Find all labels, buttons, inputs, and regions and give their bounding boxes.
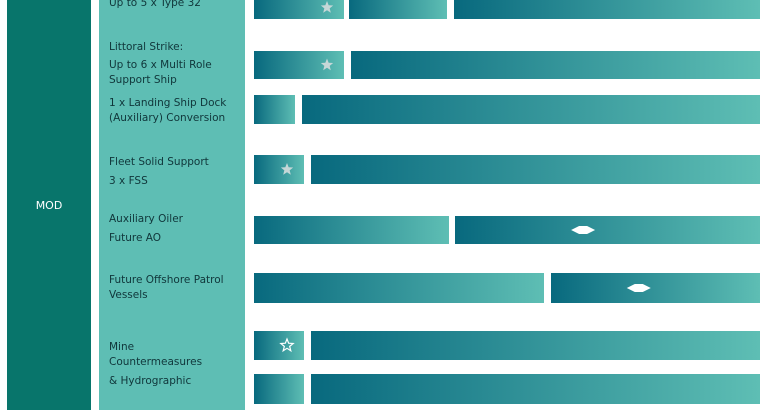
timeline-bar [349,0,447,19]
programme-label-line: Fleet Solid Support [109,156,209,168]
star-marker-icon [280,163,294,175]
star-outline-marker-icon [279,337,295,353]
programme-label: Up to 5 x Type 32 [109,0,201,11]
star-marker-icon [320,58,334,71]
timeline-bar [254,331,304,360]
programme-label: Future Offshore Patrol Vessels [109,273,224,303]
programme-label-line: Vessels [109,289,148,301]
programme-label-line: Up to 6 x Multi Role [109,59,212,71]
group-column-mod: MOD [7,0,91,410]
star-marker-icon [320,1,334,13]
programme-label-line: Future AO [109,232,162,244]
programme-label: Fleet Solid Support 3 x FSS [109,155,209,189]
programme-label-line: Up to 5 x Type 32 [109,0,201,9]
programme-label-line: & Hydrographic [109,375,192,387]
programme-label: Auxiliary Oiler Future AO [109,212,183,246]
programme-label-column: Up to 5 x Type 32 Littoral Strike: Up to 6… [99,0,245,410]
timeline-bar [551,273,760,303]
timeline-bar [254,95,295,124]
timeline-bar [302,95,760,124]
programme-label: 1 x Landing Ship Dock (Auxiliary) Convers… [109,96,226,126]
diamond-marker-icon [626,284,651,292]
programme-label-line: Littoral Strike: [109,41,184,53]
timeline-bar [311,374,760,404]
programme-label-line: Future Offshore Patrol [109,274,224,286]
diamond-marker-icon [571,226,596,234]
timeline-bar [311,155,760,184]
timeline-bar [254,374,304,404]
programme-label-line: Auxiliary Oiler [109,213,183,225]
timeline-bar [254,216,449,244]
programme-label-line: Mine [109,341,135,353]
programme-label-line: Support Ship [109,74,177,86]
timeline-bar [254,273,544,303]
programme-label-line: Countermeasures [109,356,203,368]
timeline-bar [455,216,760,244]
timeline-bar [254,0,344,19]
programme-label-line: (Auxiliary) Conversion [109,112,226,124]
timeline-bar [454,0,760,19]
programme-label-line: 3 x FSS [109,175,148,187]
programme-label-line: 1 x Landing Ship Dock [109,97,227,109]
timeline-bar [311,331,760,360]
programme-label: Littoral Strike: Up to 6 x Multi Role Supp… [109,40,212,88]
programme-label: Mine Countermeasures & Hydrographic [109,340,202,389]
group-label: MOD [35,198,63,212]
timeline-bar [351,51,760,79]
timeline-bar [254,155,304,184]
